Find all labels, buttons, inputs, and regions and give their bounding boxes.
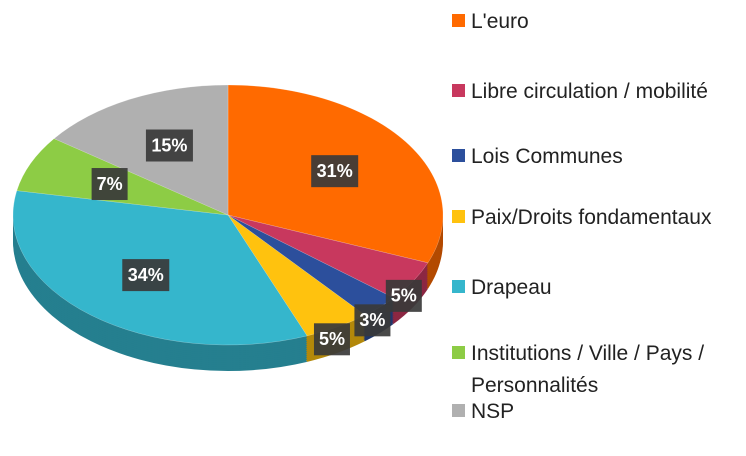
legend-label: NSP	[471, 400, 515, 423]
legend-entry: Drapeau	[452, 272, 733, 304]
legend-label: Libre circulation / mobilité	[471, 80, 708, 103]
legend-entry: Lois Communes	[452, 141, 733, 173]
legend-label: Institutions / Ville / Pays / Personnali…	[471, 342, 705, 397]
legend-swatch	[452, 84, 465, 97]
label-box	[311, 155, 359, 188]
legend-label: L'euro	[471, 10, 529, 33]
data-label: 34%	[128, 265, 164, 285]
legend-label: Paix/Droits fondamentaux	[471, 206, 712, 229]
data-label: 5%	[391, 286, 417, 306]
legend-label: Drapeau	[471, 276, 552, 299]
label-box	[354, 304, 391, 337]
legend-label: Lois Communes	[471, 145, 623, 168]
legend-entry: Libre circulation / mobilité	[452, 76, 733, 108]
label-box	[145, 129, 193, 162]
slice	[53, 84, 229, 216]
data-label: 3%	[359, 310, 385, 330]
legend-swatch	[452, 210, 465, 223]
data-label: 5%	[319, 329, 345, 349]
legend-entry: NSP	[452, 396, 733, 428]
legend-swatch	[452, 14, 465, 27]
data-label: 15%	[151, 135, 187, 155]
legend-entry: Institutions / Ville / Pays / Personnali…	[452, 338, 733, 402]
data-label: 7%	[97, 174, 123, 194]
label-box	[313, 323, 350, 356]
legend-entry: L'euro	[452, 6, 733, 38]
legend-entry: Paix/Droits fondamentaux	[452, 202, 733, 234]
label-box	[91, 168, 128, 201]
legend-swatch	[452, 280, 465, 293]
legend-swatch	[452, 404, 465, 417]
data-label: 31%	[317, 161, 353, 181]
legend-swatch	[452, 149, 465, 162]
label-box	[385, 279, 422, 312]
legend-swatch	[452, 346, 465, 359]
label-box	[122, 259, 170, 292]
